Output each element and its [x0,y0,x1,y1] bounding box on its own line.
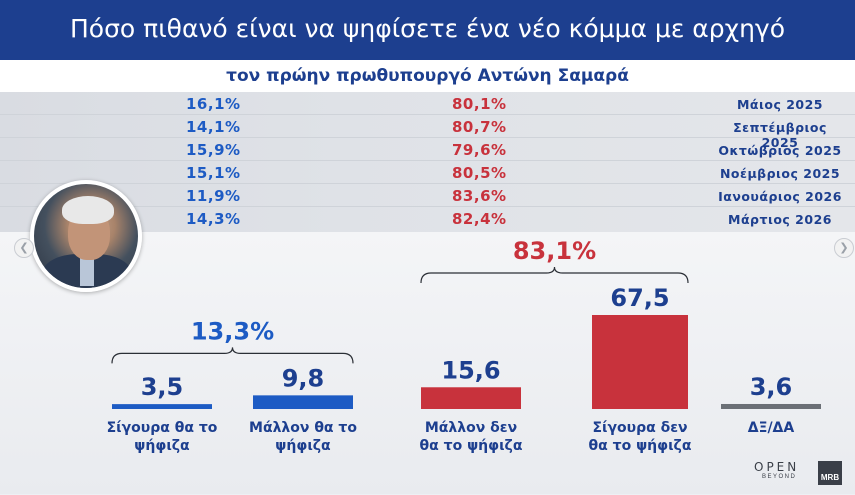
history-no: 80,1% [452,95,507,113]
bar-value-label: 15,6 [441,356,500,384]
photo-shirt [80,256,94,286]
category-label: θα το ψήφιζα [420,438,523,454]
bar [421,387,521,409]
history-no: 80,5% [452,164,507,182]
history-yes: 15,1% [186,164,241,182]
bar [112,404,212,409]
category-label: Σίγουρα δεν [592,420,687,436]
open-logo: OPEN [754,460,800,474]
mrb-logo: MRB [818,461,842,485]
table-row: 14,3% 82,4% Μάρτιος 2026 [0,207,855,229]
group-total-label: 83,1% [513,237,596,265]
history-no: 80,7% [452,118,507,136]
history-month: Νοέμβριος 2025 [719,166,841,181]
page-subtitle: τον πρώην πρωθυπουργό Αντώνη Σαμαρά [226,66,629,86]
category-label: ΔΞ/ΔΑ [748,420,795,436]
table-row: 15,1% 80,5% Νοέμβριος 2025 [0,161,855,184]
category-label: Σίγουρα θα το [107,420,218,436]
bar-value-label: 9,8 [282,364,325,392]
category-label: θα το ψήφιζα [589,438,692,454]
bar [253,395,353,409]
history-yes: 16,1% [186,95,241,113]
history-yes: 15,9% [186,141,241,159]
history-month: Μάιος 2025 [736,97,824,112]
title-bar [0,0,855,60]
bar [592,315,688,409]
history-yes: 14,1% [186,118,241,136]
politician-photo [30,180,142,292]
history-no: 82,4% [452,210,507,228]
history-month: Μάρτιος 2026 [728,212,832,227]
history-table: 16,1% 80,1% Μάιος 2025 14,1% 80,7% Σεπτέ… [0,92,855,232]
category-label: ψήφιζα [275,438,331,454]
subtitle-bar [0,60,855,92]
bar-value-label: 3,5 [141,373,184,401]
history-month: Ιανουάριος 2026 [718,189,842,204]
bar [721,403,821,409]
history-yes: 14,3% [186,210,241,228]
history-no: 83,6% [452,187,507,205]
table-row: 16,1% 80,1% Μάιος 2025 [0,92,855,115]
history-month: Σεπτέμβριος 2025 [733,120,827,150]
carousel-prev-icon[interactable]: ❮ [14,238,34,258]
group-total-label: 13,3% [191,317,274,345]
group-bracket [111,347,354,364]
carousel-next-icon[interactable]: ❯ [834,238,854,258]
chart-area [0,232,855,494]
history-no: 79,6% [452,141,507,159]
category-label: Μάλλον θα το [249,420,357,436]
page-title: Πόσο πιθανό είναι να ψηφίσετε ένα νέο κό… [69,14,786,43]
history-month: Οκτώβριος 2025 [718,143,842,158]
group-bracket [420,266,689,284]
category-label: ψήφιζα [134,438,190,454]
history-yes: 11,9% [186,187,241,205]
category-label: Μάλλον δεν [425,420,517,436]
photo-hair [62,196,114,224]
beyond-logo: BEYOND [762,474,797,480]
table-row: 11,9% 83,6% Ιανουάριος 2026 [0,184,855,207]
bar-value-label: 67,5 [610,284,669,312]
table-row: 14,1% 80,7% Σεπτέμβριος 2025 [0,115,855,150]
bar-value-label: 3,6 [750,373,793,401]
table-row: 15,9% 79,6% Οκτώβριος 2025 [0,138,855,161]
